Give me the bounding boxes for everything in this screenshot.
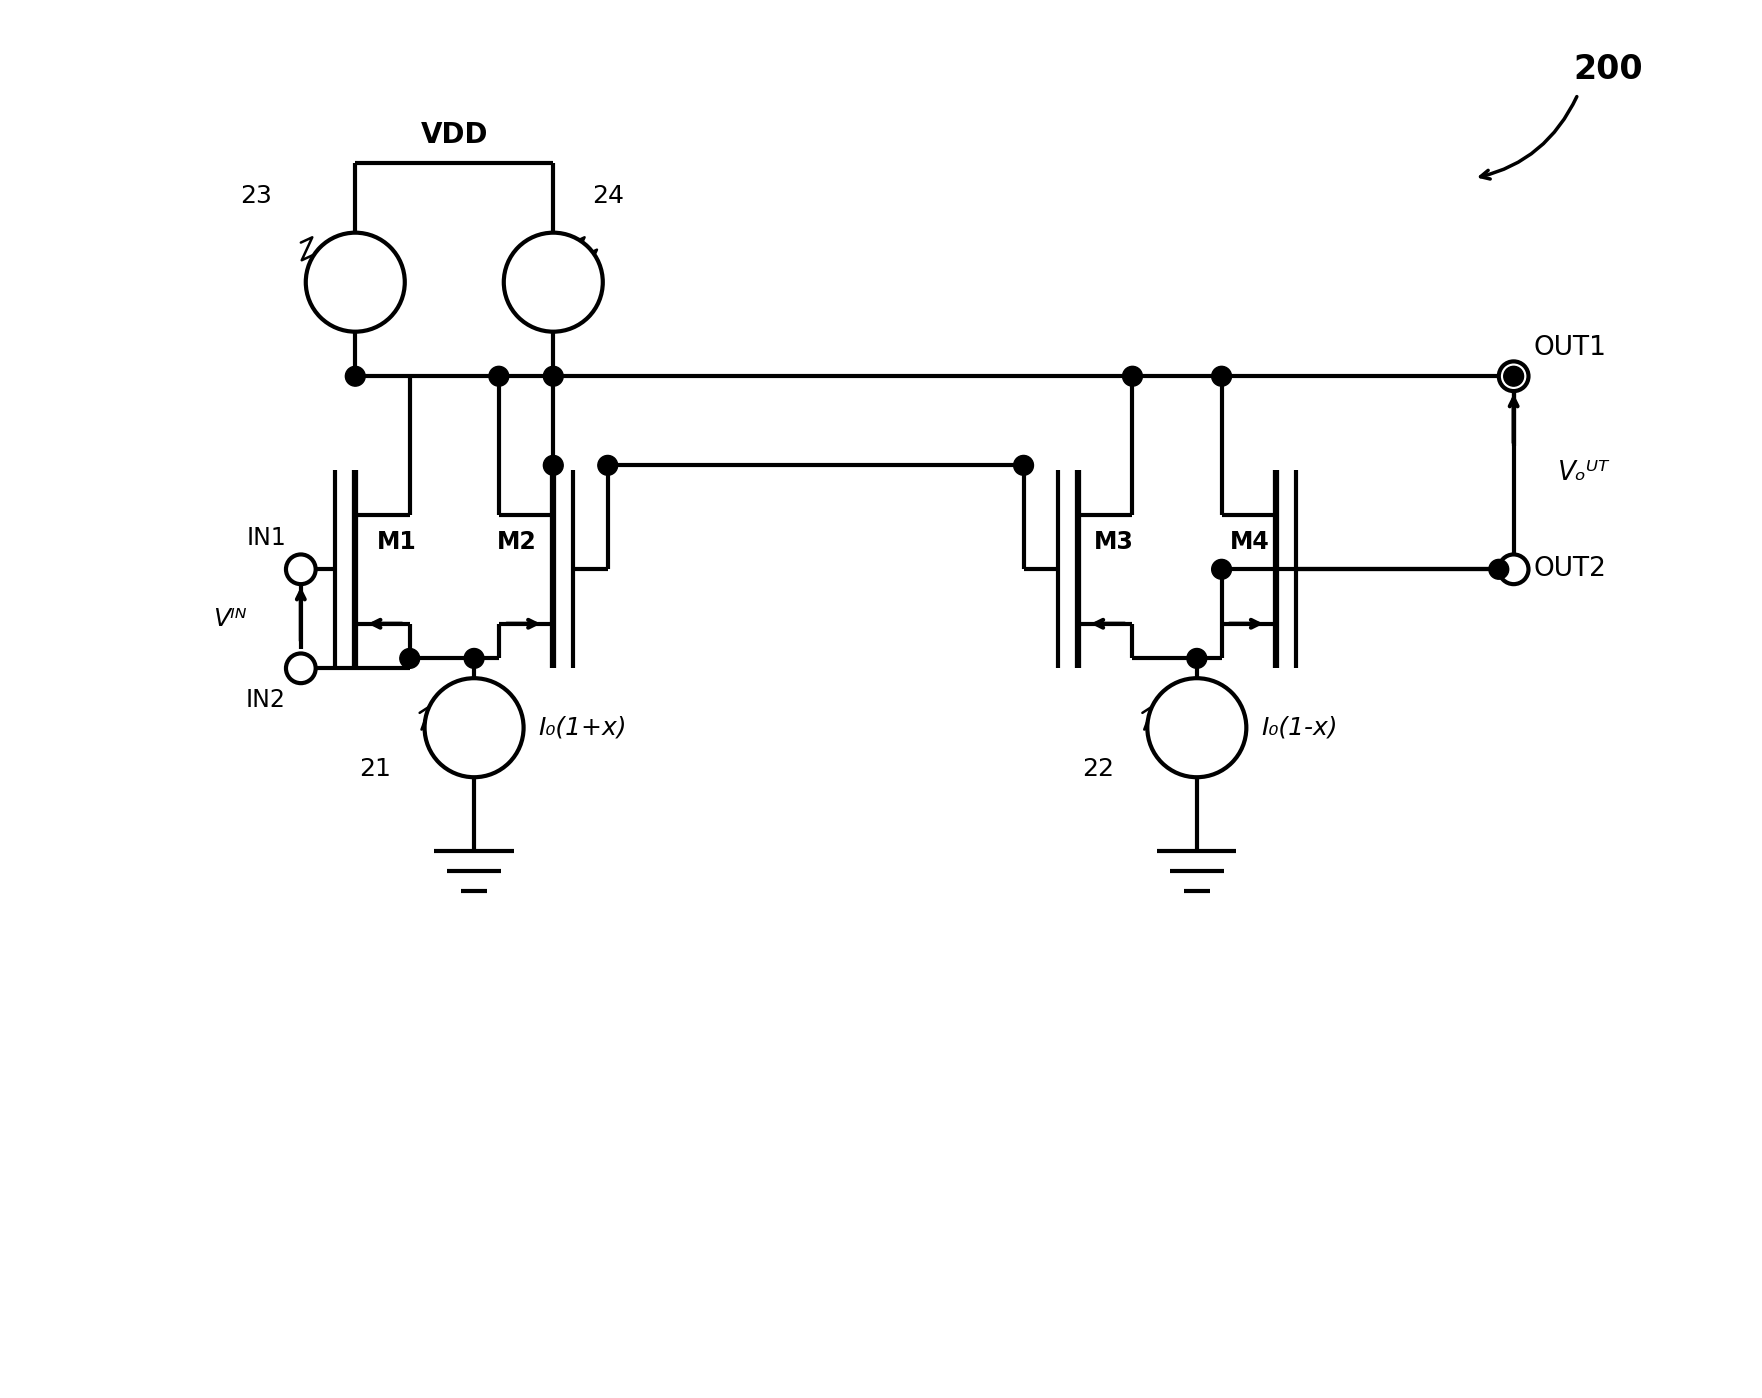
Text: M1: M1 <box>377 530 418 555</box>
FancyArrowPatch shape <box>1480 96 1577 179</box>
Circle shape <box>307 232 405 331</box>
Circle shape <box>1212 559 1232 579</box>
Circle shape <box>345 366 365 386</box>
Circle shape <box>463 649 485 668</box>
Circle shape <box>1503 366 1524 386</box>
Circle shape <box>400 649 419 668</box>
Text: 200: 200 <box>1573 53 1642 85</box>
Text: OUT1: OUT1 <box>1533 336 1607 362</box>
Circle shape <box>425 678 523 777</box>
Circle shape <box>1499 362 1528 391</box>
Text: I₀(1-x): I₀(1-x) <box>1262 716 1337 740</box>
Circle shape <box>543 456 564 475</box>
Circle shape <box>1489 559 1508 579</box>
Text: 24: 24 <box>592 185 624 208</box>
Circle shape <box>285 653 315 684</box>
Text: IN1: IN1 <box>247 526 285 549</box>
Text: 23: 23 <box>240 185 271 208</box>
Circle shape <box>1188 649 1207 668</box>
Circle shape <box>285 555 315 584</box>
Text: I₀: I₀ <box>522 270 539 294</box>
Text: OUT2: OUT2 <box>1533 556 1607 583</box>
Text: Vᴵᴺ: Vᴵᴺ <box>213 607 247 630</box>
Circle shape <box>1499 555 1528 584</box>
Text: I₀: I₀ <box>322 270 340 294</box>
Text: 22: 22 <box>1082 758 1114 781</box>
Circle shape <box>543 366 564 386</box>
Circle shape <box>1147 678 1246 777</box>
Text: M3: M3 <box>1094 530 1135 555</box>
Circle shape <box>1013 456 1034 475</box>
Circle shape <box>488 366 509 386</box>
Text: VDD: VDD <box>421 120 488 148</box>
Text: 21: 21 <box>359 758 391 781</box>
Circle shape <box>504 232 603 331</box>
Circle shape <box>597 456 618 475</box>
Text: I₀(1+x): I₀(1+x) <box>539 716 627 740</box>
Text: Vₒᵁᵀ: Vₒᵁᵀ <box>1558 460 1609 485</box>
Text: M4: M4 <box>1230 530 1270 555</box>
Circle shape <box>1212 366 1232 386</box>
Text: IN2: IN2 <box>247 688 285 712</box>
Text: M2: M2 <box>497 530 537 555</box>
Circle shape <box>1122 366 1142 386</box>
